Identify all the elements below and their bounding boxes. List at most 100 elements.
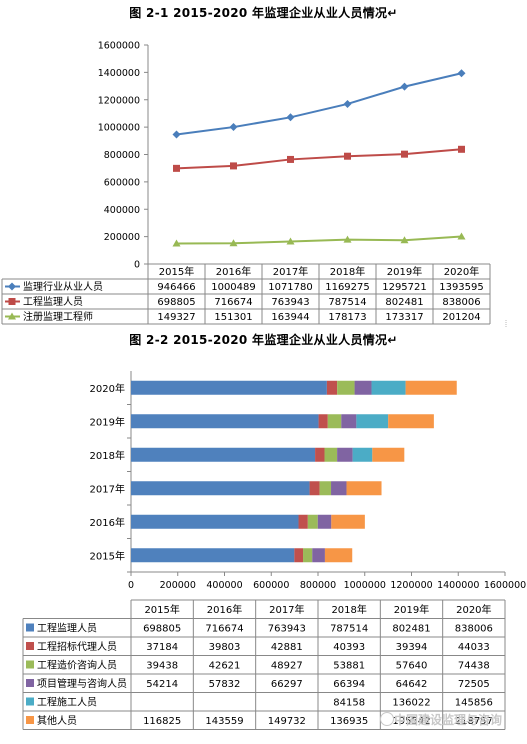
- table-value: 1000489: [211, 282, 256, 293]
- y-tick-label: 2019年: [90, 415, 125, 428]
- bar-segment: [372, 447, 405, 462]
- legend-swatch: [26, 716, 34, 724]
- x-tick-label: 2017年: [273, 265, 308, 278]
- table-value: 716674: [205, 624, 243, 635]
- table-value: 802481: [392, 624, 430, 635]
- x-tick-label: 2015年: [159, 265, 194, 278]
- legend-label: 注册监理工程师: [23, 310, 93, 323]
- bar-segment: [371, 380, 406, 395]
- table-value: 151301: [214, 312, 252, 323]
- legend-swatch: [26, 679, 34, 687]
- table-value: 42621: [209, 661, 241, 672]
- table-value: 763943: [268, 624, 306, 635]
- bar-segment: [356, 414, 389, 429]
- table-value: 149327: [157, 312, 195, 323]
- series-line: [176, 235, 462, 245]
- y-tick-label: 200000: [104, 232, 140, 243]
- data-point: [458, 145, 465, 153]
- bar-segment: [317, 514, 332, 529]
- data-point: [343, 99, 352, 108]
- table-value: 143559: [205, 716, 243, 727]
- bar-segment: [341, 414, 357, 429]
- data-point: [457, 69, 466, 78]
- table-value: 72505: [458, 679, 490, 690]
- table-value: 84158: [333, 698, 365, 709]
- table-value: 149732: [268, 716, 306, 727]
- x-tick-label: 800000: [300, 580, 336, 591]
- bar-segment: [354, 380, 372, 395]
- table-value: 44033: [458, 642, 490, 653]
- bar-segment: [331, 514, 365, 529]
- table-header: 2017年: [269, 603, 304, 616]
- y-tick-label: 1000000: [98, 123, 140, 134]
- legend-label: 工程招标代理人员: [37, 640, 117, 653]
- bar-segment: [131, 447, 316, 462]
- legend-label: 其他人员: [37, 714, 77, 727]
- data-point: [344, 152, 351, 160]
- legend-label: 工程施工人员: [37, 696, 97, 709]
- data-point: [230, 162, 237, 170]
- wechat-icon: [380, 712, 394, 726]
- watermark: 中国建设监理与咨询: [394, 713, 503, 727]
- bar-segment: [131, 514, 299, 529]
- x-tick-label: 1200000: [390, 580, 432, 591]
- table-value: 48927: [271, 661, 303, 672]
- table-value: 57640: [396, 661, 428, 672]
- data-point: [172, 239, 181, 247]
- bar-segment: [315, 447, 325, 462]
- table-header: 2019年: [394, 603, 429, 616]
- legend-swatch: [26, 697, 34, 706]
- table-value: 698805: [157, 297, 195, 308]
- legend-label: 项目管理与咨询人员: [37, 677, 127, 690]
- x-tick-label: 0: [128, 580, 134, 591]
- y-tick-label: 2018年: [90, 449, 125, 462]
- y-tick-label: 1200000: [98, 95, 140, 106]
- table-header: 2016年: [207, 603, 242, 616]
- data-point: [287, 155, 294, 163]
- data-point: [229, 239, 238, 247]
- table-value: 66394: [333, 679, 365, 690]
- x-tick-label: 1600000: [484, 580, 526, 591]
- table-value: 802481: [385, 297, 423, 308]
- table-value: 763943: [271, 297, 309, 308]
- legend-label: 工程监理人员: [37, 622, 97, 635]
- x-tick-label: 2020年: [444, 265, 479, 278]
- table-value: 39394: [396, 642, 428, 653]
- table-value: 178173: [328, 312, 366, 323]
- y-tick-label: 600000: [104, 177, 140, 188]
- table-value: 74438: [458, 661, 490, 672]
- table-value: 787514: [328, 297, 366, 308]
- table-value: 173317: [385, 312, 423, 323]
- table-value: 116825: [143, 716, 181, 727]
- bar-segment: [298, 514, 308, 529]
- bar-segment: [331, 481, 347, 496]
- bar-segment: [326, 380, 338, 395]
- series-line: [176, 72, 462, 136]
- bar-segment: [324, 447, 338, 462]
- bar-segment: [405, 380, 457, 395]
- table-value: 1169275: [325, 282, 370, 293]
- y-tick-label: 1600000: [98, 41, 140, 52]
- table-value: 163944: [271, 312, 309, 323]
- table-value: 716674: [214, 297, 252, 308]
- bar-segment: [294, 548, 304, 563]
- legend-label: 工程监理人员: [23, 295, 83, 308]
- table-value: 145856: [455, 698, 493, 709]
- x-tick-label: 2016年: [216, 265, 251, 278]
- y-tick-label: 800000: [104, 150, 140, 161]
- figure-2-caption: 图 2-2 2015-2020 年监理企业从业人员情况↵: [129, 333, 398, 347]
- data-point: [343, 235, 352, 243]
- bar-segment: [131, 481, 310, 496]
- x-tick-label: 2019年: [387, 265, 422, 278]
- data-point: [400, 82, 409, 91]
- y-tick-label: 2017年: [90, 482, 125, 495]
- bar-segment: [388, 414, 434, 429]
- table-value: 39803: [209, 642, 241, 653]
- bar-segment: [131, 380, 327, 395]
- bar-segment: [352, 447, 373, 462]
- data-point: [172, 130, 181, 139]
- table-value: 57832: [209, 679, 241, 690]
- line-chart: 0 200000 400000 600000 800000 1000000 1200000 1…: [1, 41, 507, 327]
- bar-segment: [327, 414, 342, 429]
- table-value: 136935: [330, 716, 368, 727]
